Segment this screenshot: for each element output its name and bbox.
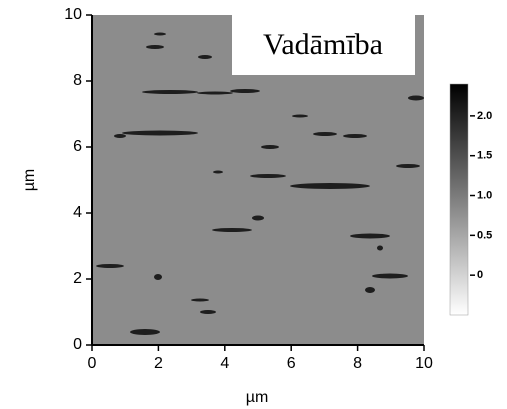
x-tick-label: 0 (88, 355, 97, 372)
x-tick-label: 4 (220, 355, 229, 372)
x-axis-label: µm (246, 389, 269, 406)
y-tick-label: 0 (73, 336, 82, 353)
colorbar-tick-label: 0 (477, 269, 483, 281)
y-tick-label: 10 (64, 6, 82, 23)
x-tick-label: 6 (287, 355, 296, 372)
y-tick-label: 8 (73, 72, 82, 89)
colorbar-tick-label: 1.0 (477, 189, 492, 201)
y-tick-label: 4 (73, 204, 82, 221)
x-tick-label: 8 (353, 355, 362, 372)
y-tick-label: 6 (73, 138, 82, 155)
colorbar-tick-label: 2.0 (477, 110, 492, 122)
colorbar-tick-label: 1.5 (477, 150, 492, 162)
y-tick-label: 2 (73, 270, 82, 287)
colorbar-tick-label: 0.5 (477, 229, 492, 241)
x-tick-label: 10 (415, 355, 433, 372)
surface-features (96, 32, 424, 335)
x-tick-label: 2 (154, 355, 163, 372)
annotation: Vadāmība (263, 28, 383, 61)
colorbar (449, 83, 469, 316)
annotation-box (232, 15, 415, 75)
y-axis-label: µm (21, 169, 38, 192)
